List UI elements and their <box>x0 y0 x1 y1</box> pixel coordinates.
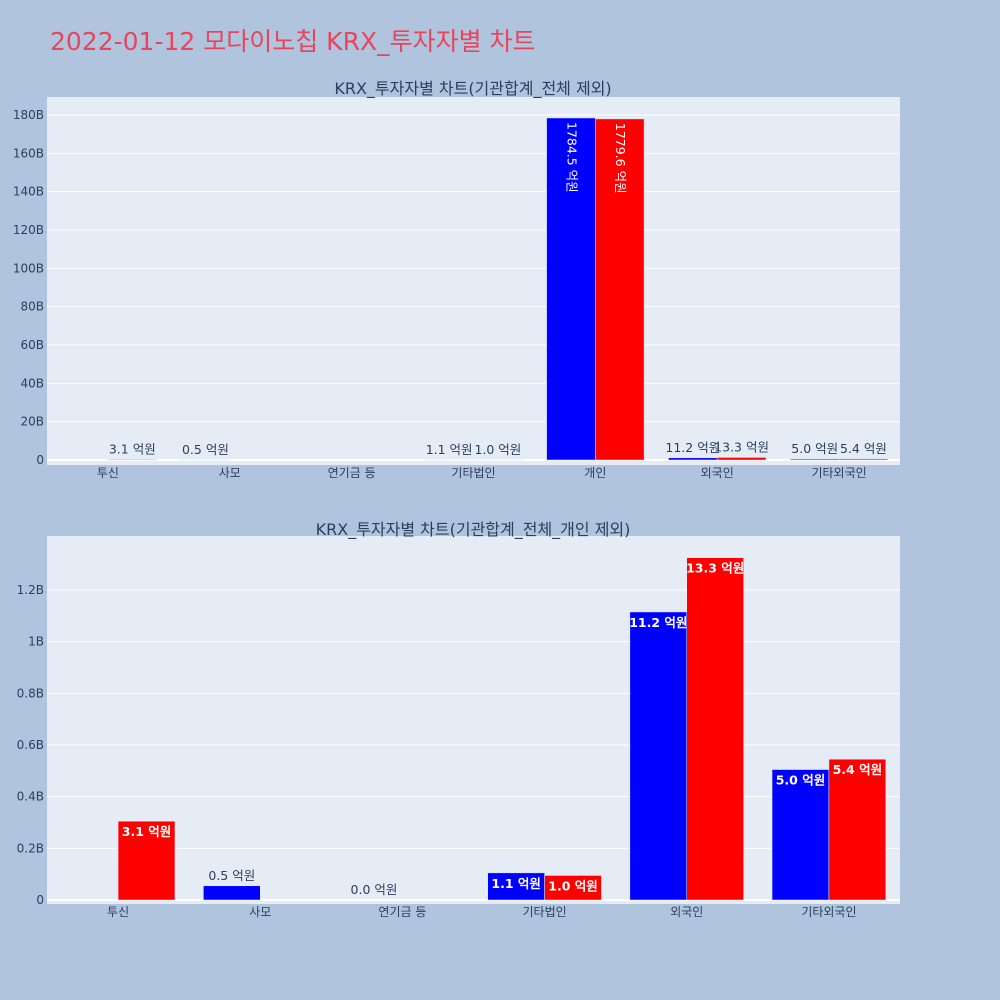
bar <box>771 769 830 901</box>
y-tick-label: 160B <box>13 146 44 160</box>
bar-value-label: 0.5 억원 <box>208 868 255 883</box>
x-tick-label: 투신 <box>107 905 129 919</box>
x-tick-label: 개인 <box>584 466 606 480</box>
x-tick-label: 연기금 등 <box>378 905 426 919</box>
x-tick-label: 외국인 <box>670 905 703 919</box>
bar <box>790 458 840 461</box>
y-tick-label: 80B <box>20 300 44 314</box>
figure-title: 2022-01-12 모다이노칩 KRX_투자자별 차트 <box>50 27 536 56</box>
bar <box>629 611 688 901</box>
bar <box>546 117 596 461</box>
x-tick-label: 투신 <box>97 466 119 480</box>
y-tick-label: 0.6B <box>17 738 44 752</box>
chart-title-bottom: KRX_투자자별 차트(기관합계_전체_개인 제외) <box>316 520 631 540</box>
y-tick-label: 0 <box>36 453 44 467</box>
bar <box>544 875 602 901</box>
x-tick-label: 기타외국인 <box>811 466 866 480</box>
y-tick-label: 0.8B <box>17 686 44 700</box>
y-tick-label: 1.2B <box>17 583 44 597</box>
y-tick-label: 120B <box>13 223 44 237</box>
bar-value-label: 1.0 억원 <box>474 442 521 457</box>
plot-area <box>47 536 900 904</box>
bar-value-label: 11.2 억원 <box>629 615 687 630</box>
bar-value-label: 0.5 억원 <box>182 442 229 457</box>
x-tick-label: 외국인 <box>701 466 734 480</box>
y-tick-label: 40B <box>20 376 44 390</box>
y-tick-label: 180B <box>13 108 44 122</box>
bar <box>828 758 887 901</box>
bar-value-label: 1779.6 억원 <box>613 123 628 194</box>
bar <box>686 557 744 901</box>
x-tick-label: 연기금 등 <box>328 466 376 480</box>
x-tick-label: 기타법인 <box>522 905 566 919</box>
x-tick-label: 기타법인 <box>451 466 495 480</box>
bar <box>716 457 767 461</box>
bar-value-label: 13.3 억원 <box>714 439 769 454</box>
bar <box>203 885 261 901</box>
bar-value-label: 13.3 억원 <box>686 561 744 576</box>
bar-value-label: 5.0 억원 <box>776 773 826 788</box>
chart-title-top: KRX_투자자별 차트(기관합계_전체 제외) <box>334 79 611 99</box>
bar-value-label: 1.0 억원 <box>548 878 598 893</box>
y-tick-label: 0 <box>36 893 44 907</box>
x-tick-label: 기타외국인 <box>801 905 856 919</box>
bar-value-label: 5.0 억원 <box>791 441 838 456</box>
chart-panel-top: KRX_투자자별 차트(기관합계_전체 제외) 0 20B 40B 60B 80B 100… <box>13 79 900 480</box>
bar <box>838 458 889 461</box>
bar-value-label: 1.1 억원 <box>426 442 473 457</box>
y-tick-label: 140B <box>13 185 44 199</box>
bar-value-label: 3.1 억원 <box>122 824 172 839</box>
y-tick-label: 0.4B <box>17 790 44 804</box>
bar-value-label: 1.1 억원 <box>491 876 541 891</box>
x-tick-label: 사모 <box>249 905 271 919</box>
y-tick-label: 60B <box>20 338 44 352</box>
bar-value-label: 5.4 억원 <box>840 441 887 456</box>
y-tick-label: 100B <box>13 261 44 275</box>
bar-value-label: 3.1 억원 <box>109 441 156 456</box>
x-tick-label: 사모 <box>219 466 241 480</box>
bar-value-label: 5.4 억원 <box>833 762 883 777</box>
y-tick-label: 1B <box>28 635 44 649</box>
bar <box>595 118 645 461</box>
bar-value-label: 11.2 억원 <box>665 440 720 455</box>
bar <box>107 459 157 461</box>
plot-area <box>47 97 900 465</box>
chart-panel-bottom: KRX_투자자별 차트(기관합계_전체_개인 제외) 0 0.2B 0.4B 0.6B… <box>17 520 900 919</box>
bar <box>117 820 176 901</box>
y-tick-label: 0.2B <box>17 841 44 855</box>
y-tick-label: 20B <box>20 415 44 429</box>
bar-value-label: 0.0 억원 <box>351 882 398 897</box>
bar <box>668 457 718 461</box>
bar-value-label: 1784.5 억원 <box>564 122 579 193</box>
